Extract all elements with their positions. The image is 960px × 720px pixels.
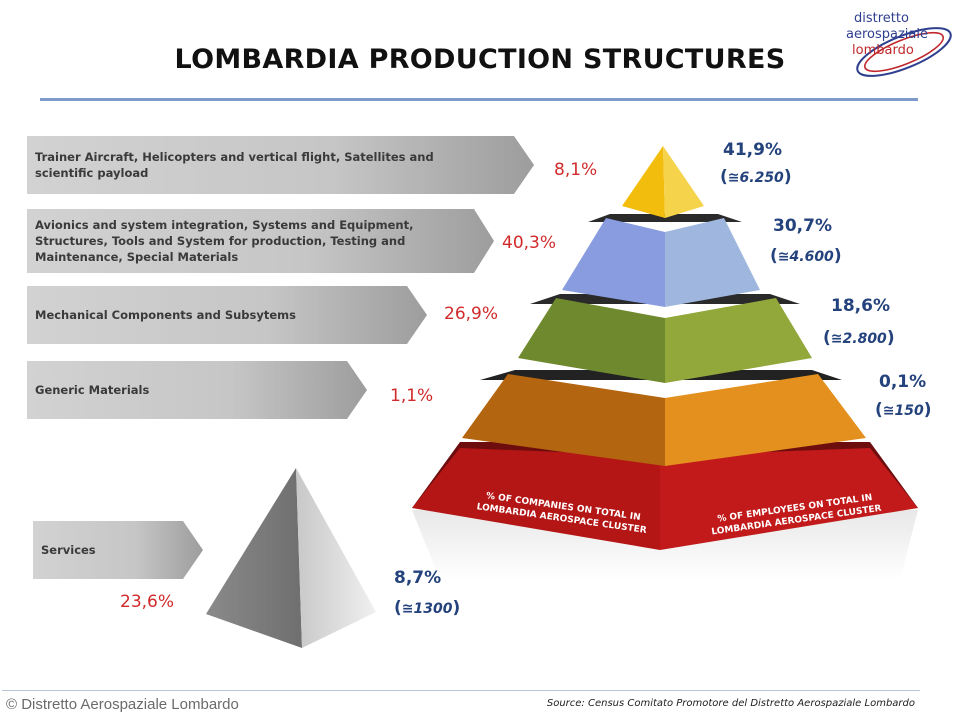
- title-divider: [40, 98, 918, 101]
- approx-icon: ≅: [830, 331, 843, 347]
- category-label: Generic Materials: [35, 383, 150, 397]
- companies-percent: 23,6%: [120, 592, 175, 612]
- category-label: Mechanical Components and Subsytems: [35, 308, 296, 322]
- tier3-left: [518, 298, 665, 383]
- logo-line-1: distretto: [854, 11, 909, 26]
- employees-percent: 8,7%: [394, 568, 442, 588]
- logo-swoosh-icon: [856, 27, 952, 77]
- companies-percent: 1,1%: [390, 386, 434, 406]
- category-arrow-services: Services: [33, 521, 203, 579]
- employees-count: (≅4.600): [770, 246, 842, 266]
- base-front-right: [660, 448, 918, 550]
- tier4-left: [462, 374, 665, 466]
- distretto-logo: distretto aerospaziale lombardo: [846, 10, 956, 86]
- employees-count: (≅1300): [394, 598, 461, 618]
- employees-count-value: 4.600: [789, 249, 834, 265]
- services-pyramid-left: [206, 468, 302, 648]
- services-pyramid-right: [296, 468, 376, 648]
- tier1-left: [622, 146, 665, 218]
- category-label: Services: [41, 543, 96, 557]
- approx-icon: ≅: [777, 249, 790, 265]
- category-arrow-aircraft: Trainer Aircraft, Helicopters and vertic…: [27, 136, 534, 194]
- employees-count-value: 1300: [413, 601, 453, 617]
- category-arrow-avionics: Avionics and system integration, Systems…: [27, 209, 494, 273]
- footer-divider: [2, 690, 920, 691]
- companies-percent: 8,1%: [554, 160, 598, 180]
- employees-percent: 0,1%: [879, 372, 927, 392]
- employees-percent: 41,9%: [723, 140, 782, 160]
- logo-line-3: lombardo: [852, 43, 914, 58]
- base-front-left: [412, 448, 660, 550]
- logo-line-2: aerospaziale: [846, 27, 928, 42]
- employees-percent: 30,7%: [773, 216, 832, 236]
- tier4-right: [665, 374, 866, 466]
- employees-count: (≅2.800): [823, 328, 895, 348]
- approx-icon: ≅: [727, 170, 740, 186]
- tier3-right: [665, 298, 812, 383]
- tier2-right: [665, 218, 760, 307]
- category-arrow-mechanical: Mechanical Components and Subsytems: [27, 286, 427, 344]
- employees-count-value: 6.250: [739, 170, 784, 186]
- employees-count: (≅6.250): [720, 167, 792, 187]
- category-label: Avionics and system integration, Systems…: [35, 218, 414, 264]
- employees-count-value: 150: [894, 403, 924, 419]
- approx-icon: ≅: [882, 403, 895, 419]
- page-title: LOMBARDIA PRODUCTION STRUCTURES: [174, 44, 786, 75]
- employees-count-value: 2.800: [842, 331, 887, 347]
- companies-percent: 40,3%: [502, 233, 557, 253]
- employees-percent: 18,6%: [831, 296, 890, 316]
- category-label: Trainer Aircraft, Helicopters and vertic…: [35, 150, 434, 180]
- category-arrow-generic-materials: Generic Materials: [27, 361, 367, 419]
- source-note: Source: Census Comitato Promotore del Di…: [546, 698, 915, 709]
- approx-icon: ≅: [401, 601, 414, 617]
- employees-count: (≅150): [875, 400, 932, 420]
- tier1-right: [663, 146, 704, 218]
- companies-percent: 26,9%: [444, 304, 499, 324]
- copyright-text: © Distretto Aerospaziale Lombardo: [6, 696, 239, 713]
- tier2-left: [562, 218, 665, 307]
